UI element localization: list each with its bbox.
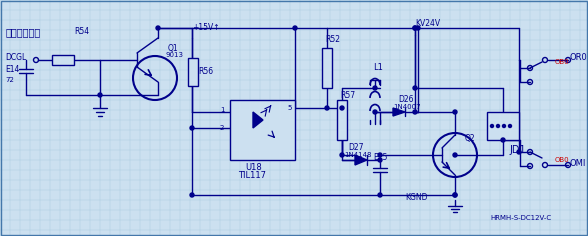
Text: 72: 72 bbox=[5, 77, 14, 83]
Text: U18: U18 bbox=[245, 164, 262, 173]
Circle shape bbox=[373, 86, 377, 90]
Circle shape bbox=[413, 110, 417, 114]
Circle shape bbox=[517, 150, 521, 154]
Text: HRMH-S-DC12V-C: HRMH-S-DC12V-C bbox=[490, 215, 551, 221]
Circle shape bbox=[156, 26, 160, 30]
Text: KV24V: KV24V bbox=[415, 18, 440, 28]
Circle shape bbox=[501, 138, 505, 142]
Text: OB0: OB0 bbox=[555, 59, 570, 65]
Circle shape bbox=[378, 153, 382, 157]
Text: E15: E15 bbox=[373, 153, 387, 163]
Circle shape bbox=[453, 193, 457, 197]
Circle shape bbox=[453, 153, 457, 157]
Circle shape bbox=[293, 26, 297, 30]
Bar bbox=[188, 58, 198, 86]
Bar bbox=[487, 112, 519, 140]
Circle shape bbox=[190, 126, 194, 130]
Text: JD1: JD1 bbox=[509, 145, 526, 155]
Bar bbox=[230, 100, 295, 160]
Circle shape bbox=[378, 193, 382, 197]
Text: TIL117: TIL117 bbox=[238, 170, 266, 180]
Text: L1: L1 bbox=[373, 63, 383, 72]
Bar bbox=[322, 48, 332, 88]
Text: R54: R54 bbox=[74, 28, 89, 37]
Text: R56: R56 bbox=[198, 67, 213, 76]
Text: KGND: KGND bbox=[405, 194, 427, 202]
Circle shape bbox=[413, 26, 417, 30]
Circle shape bbox=[378, 158, 382, 162]
Text: Q2: Q2 bbox=[465, 134, 476, 143]
Text: 2: 2 bbox=[220, 125, 225, 131]
Circle shape bbox=[325, 106, 329, 110]
Circle shape bbox=[413, 26, 417, 30]
Circle shape bbox=[190, 193, 194, 197]
Text: 1N4007: 1N4007 bbox=[393, 104, 420, 110]
Circle shape bbox=[413, 86, 417, 90]
Circle shape bbox=[496, 125, 499, 127]
Circle shape bbox=[98, 93, 102, 97]
Text: Q1: Q1 bbox=[168, 43, 179, 52]
Text: 9013: 9013 bbox=[166, 52, 184, 58]
Text: 综合故障报警: 综合故障报警 bbox=[6, 27, 41, 37]
Text: 5: 5 bbox=[287, 105, 292, 111]
Bar bbox=[52, 55, 74, 65]
Circle shape bbox=[340, 153, 344, 157]
Text: D26: D26 bbox=[398, 96, 413, 105]
Polygon shape bbox=[253, 112, 263, 128]
Polygon shape bbox=[355, 155, 367, 165]
Text: R57: R57 bbox=[340, 90, 355, 100]
Circle shape bbox=[453, 193, 457, 197]
Circle shape bbox=[416, 26, 420, 30]
Circle shape bbox=[503, 125, 506, 127]
Circle shape bbox=[453, 110, 457, 114]
Circle shape bbox=[340, 106, 344, 110]
Text: 1: 1 bbox=[220, 107, 225, 113]
Text: +15V↑: +15V↑ bbox=[192, 24, 220, 33]
Text: R52: R52 bbox=[325, 35, 340, 45]
Text: DCGL: DCGL bbox=[5, 54, 26, 63]
Bar bbox=[337, 100, 347, 140]
Circle shape bbox=[373, 110, 377, 114]
Polygon shape bbox=[393, 108, 405, 116]
Circle shape bbox=[490, 125, 493, 127]
Circle shape bbox=[509, 125, 512, 127]
Text: 1N4148: 1N4148 bbox=[344, 152, 372, 158]
Text: OB0: OB0 bbox=[555, 157, 570, 163]
Text: OR0: OR0 bbox=[570, 54, 588, 63]
Text: OMI: OMI bbox=[570, 159, 586, 168]
Text: E14: E14 bbox=[5, 66, 19, 75]
Text: D27: D27 bbox=[348, 143, 363, 152]
